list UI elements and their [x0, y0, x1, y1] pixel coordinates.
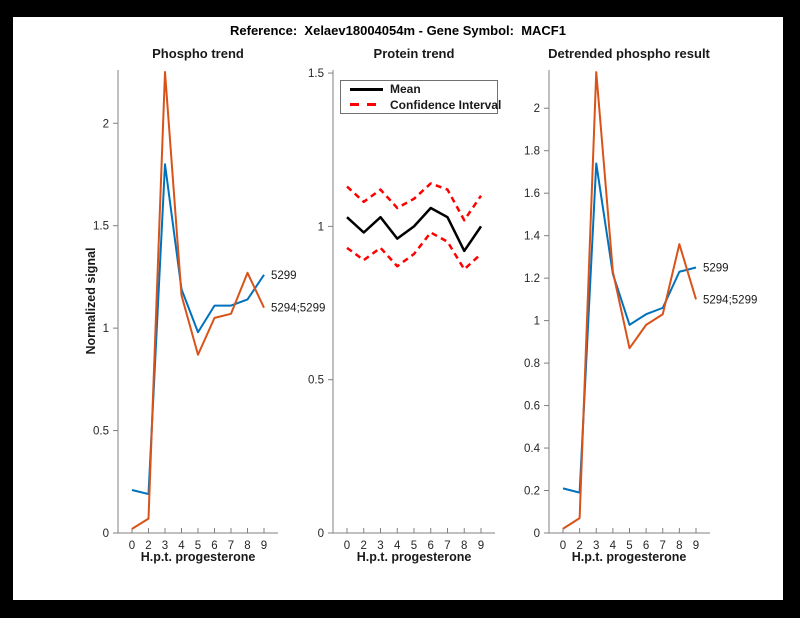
x-axis-label-left: H.p.t. progesterone	[140, 550, 256, 564]
y-tick-label: 0	[318, 528, 324, 540]
series-end-label: 5299	[703, 263, 729, 275]
x-tick-label: 4	[610, 540, 617, 552]
series-line	[346, 231, 482, 271]
y-tick-label: 1.6	[524, 188, 540, 200]
y-tick-label: 0.8	[524, 358, 540, 370]
x-tick-label: 5	[195, 540, 201, 552]
series-end-label: 5294;5299	[703, 294, 757, 306]
series-end-label: 5294;5299	[271, 303, 325, 315]
x-tick-label: 6	[643, 540, 649, 552]
figure-canvas	[13, 17, 783, 600]
y-tick-label: 1.4	[524, 231, 541, 243]
y-tick-label: 1	[534, 316, 540, 328]
x-tick-label: 0	[344, 540, 350, 552]
x-tick-label: 4	[394, 540, 401, 552]
y-tick-label: 0.2	[524, 486, 540, 498]
mean-line-sample-icon	[350, 87, 383, 91]
y-tick-label: 2	[103, 118, 109, 130]
x-tick-label: 9	[478, 540, 484, 552]
x-tick-label: 4	[178, 540, 185, 552]
x-tick-label: 2	[576, 540, 582, 552]
y-tick-label: 0.4	[524, 443, 541, 455]
series-end-label: 5299	[271, 270, 297, 282]
legend-label-confidence-interval: Confidence Interval	[390, 97, 502, 112]
y-tick-label: 1.8	[524, 146, 540, 158]
x-tick-label: 3	[162, 540, 168, 552]
x-tick-label: 3	[377, 540, 383, 552]
y-tick-label: 0	[534, 528, 540, 540]
x-tick-label: 6	[428, 540, 434, 552]
y-tick-label: 1	[103, 323, 109, 335]
x-tick-label: 2	[361, 540, 367, 552]
x-tick-label: 8	[244, 540, 250, 552]
y-tick-label: 1.5	[308, 68, 324, 80]
x-axis-label-middle: H.p.t. progesterone	[356, 550, 472, 564]
x-axis-label-right: H.p.t. progesterone	[571, 550, 687, 564]
y-tick-label: 1.2	[524, 273, 540, 285]
y-tick-label: 2	[534, 103, 540, 115]
series-line	[346, 206, 483, 253]
panel-title-phospho-trend: Phospho trend	[152, 46, 244, 61]
x-tick-label: 5	[626, 540, 632, 552]
series-line	[346, 182, 483, 222]
series-line	[131, 71, 265, 530]
y-tick-label: 0.5	[308, 375, 324, 387]
y-axis-label-normalized-signal: Normalized signal	[84, 247, 98, 355]
confidence-interval-line-sample-icon	[350, 103, 383, 107]
y-tick-label: 1.5	[93, 221, 109, 233]
y-tick-label: 0.6	[524, 401, 540, 413]
panel-title-protein-trend: Protein trend	[373, 46, 455, 61]
y-tick-label: 0	[103, 528, 109, 540]
x-tick-label: 5	[411, 540, 417, 552]
x-tick-label: 8	[461, 540, 467, 552]
legend-label-mean: Mean	[390, 82, 421, 97]
x-tick-label: 0	[560, 540, 566, 552]
x-tick-label: 0	[129, 540, 135, 552]
series-line	[562, 71, 697, 530]
x-tick-label: 8	[676, 540, 682, 552]
legend-box: Mean Confidence Interval	[340, 80, 501, 114]
x-tick-label: 9	[693, 540, 699, 552]
x-tick-label: 3	[593, 540, 599, 552]
y-tick-label: 1	[318, 221, 324, 233]
x-tick-label: 7	[444, 540, 450, 552]
x-tick-label: 7	[228, 540, 234, 552]
x-tick-label: 9	[261, 540, 267, 552]
figure-title: Reference: Xelaev18004054m - Gene Symbol…	[230, 23, 566, 38]
x-tick-label: 6	[211, 540, 217, 552]
x-tick-label: 2	[145, 540, 151, 552]
legend-entry-confidence-interval: Confidence Interval	[341, 98, 501, 112]
panel-title-detrended-result: Detrended phospho result	[548, 46, 710, 61]
legend-entry-mean: Mean	[341, 82, 497, 96]
y-tick-label: 0.5	[93, 426, 109, 438]
x-tick-label: 7	[660, 540, 666, 552]
